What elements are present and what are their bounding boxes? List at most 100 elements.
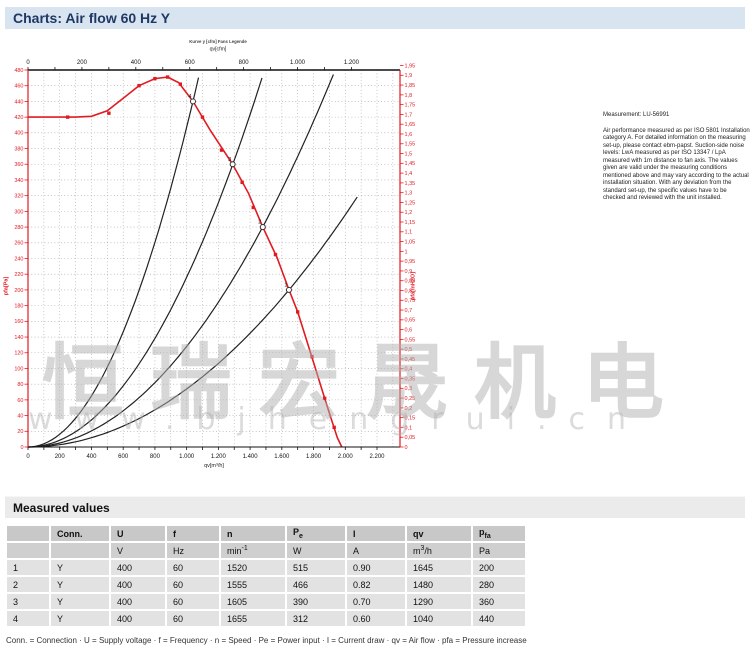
table-cell: 60 [167, 560, 219, 575]
right-tick-label: 0,5 [405, 347, 413, 353]
right-tick-label: 0,35 [405, 376, 416, 382]
right-tick-label: 1,1 [405, 230, 413, 236]
curve-marker [178, 82, 182, 86]
operating-points: 4 3 2 1 [188, 94, 292, 293]
unit-cell: Pa [473, 543, 525, 558]
unit-cell: A [347, 543, 405, 558]
right-tick-label: 0,95 [405, 259, 416, 265]
section-header-charts: Charts: Air flow 60 Hz Y [5, 7, 745, 29]
top-tick-label: 0 [26, 60, 30, 66]
right-tick-label: 1,15 [405, 220, 416, 226]
fan-curve-markers [65, 75, 336, 430]
table-cell: Y [51, 560, 109, 575]
table-cell: Y [51, 594, 109, 609]
curve-marker [295, 310, 300, 314]
left-axis-title-text: pfa[Pa] [4, 277, 10, 296]
table-cell: 0.60 [347, 611, 405, 626]
left-tick-label: 440 [14, 99, 23, 105]
bottom-tick-label: 1.800 [306, 454, 322, 460]
operating-point-label: 1 [284, 282, 287, 288]
table-cell: 360 [473, 594, 525, 609]
right-tick-label: 1,7 [405, 112, 413, 118]
measurement-id: Measurement: LU-56991 [603, 112, 670, 118]
curve-marker [322, 396, 327, 401]
column-header: pfa [473, 526, 525, 541]
table-cell: 60 [167, 594, 219, 609]
left-tick-label: 60 [17, 398, 23, 404]
right-tick-label: 1,4 [405, 171, 413, 177]
right-axis-title: pfa[inH2O] [411, 272, 417, 300]
column-header [7, 526, 49, 541]
operating-point-label: 2 [258, 220, 261, 226]
left-tick-label: 300 [14, 209, 23, 215]
table-row: 4 Y 400 60 1655 312 0.60 1040 440 [7, 611, 525, 626]
column-header: I [347, 526, 405, 541]
left-tick-label: 100 [14, 366, 23, 372]
top-tick-label: 1.000 [290, 60, 306, 66]
table-cell: 440 [473, 611, 525, 626]
table-row: 2 Y 400 60 1555 466 0.82 1480 280 [7, 577, 525, 592]
table-cell: 466 [287, 577, 345, 592]
table-cell: 200 [473, 560, 525, 575]
bottom-tick-label: 1.400 [243, 454, 259, 460]
right-tick-label: 1,05 [405, 239, 416, 245]
left-tick-label: 200 [14, 288, 23, 294]
airflow-chart: 4 3 2 1 0 20 40 60 80 100 120 140 160 180 200 220 240 260… [0, 38, 430, 478]
measurement-note-body: Air performance measured as per ISO 5801… [603, 127, 750, 202]
unit-cell [51, 543, 109, 558]
right-tick-label: 0,85 [405, 279, 416, 285]
right-tick-label: 1,35 [405, 181, 416, 187]
right-tick-label: 0,15 [405, 416, 416, 422]
curve-marker [165, 75, 170, 79]
bottom-tick-label: 0 [26, 454, 30, 460]
right-tick-label: 0,3 [405, 386, 413, 392]
right-tick-label: 1,75 [405, 103, 416, 109]
left-tick-label: 120 [14, 351, 23, 357]
system-curve [27, 74, 334, 448]
operating-point-marker [190, 98, 196, 105]
table-cell: 400 [111, 560, 165, 575]
column-header: Conn. [51, 526, 109, 541]
left-tick-label: 40 [17, 413, 23, 419]
table-cell: 400 [111, 611, 165, 626]
unit-cell: m3/h [407, 543, 471, 558]
top-axis: 0 200 400 600 800 1.000 1.200 Kurve y [cfm] Fan… [26, 39, 360, 70]
unit-cell: W [287, 543, 345, 558]
curve-marker [137, 84, 141, 88]
right-tick-label: 0,4 [405, 367, 413, 373]
table-cell: 1520 [221, 560, 285, 575]
table-cell: 1290 [407, 594, 471, 609]
left-tick-label: 160 [14, 319, 23, 325]
right-axis: 0 0,05 0,1 0,15 0,2 0,25 0,3 0,35 0,4 0,45 0,5 0,55… [400, 63, 417, 451]
table-row: 3 Y 400 60 1605 390 0.70 1290 360 [7, 594, 525, 609]
left-tick-label: 140 [14, 335, 23, 341]
operating-point-marker [229, 161, 236, 168]
table-cell: 2 [7, 577, 49, 592]
right-tick-label: 0,45 [405, 357, 416, 363]
curve-marker [251, 205, 255, 210]
unit-cell [7, 543, 49, 558]
left-tick-label: 360 [14, 162, 23, 168]
table-cell: 1555 [221, 577, 285, 592]
left-tick-label: 380 [14, 146, 23, 152]
unit-cell: min-1 [221, 543, 285, 558]
left-tick-label: 260 [14, 241, 23, 247]
table-row: 1 Y 400 60 1520 515 0.90 1645 200 [7, 560, 525, 575]
left-tick-label: 20 [17, 429, 23, 435]
bottom-tick-label: 400 [86, 454, 97, 460]
table-cell: 60 [167, 577, 219, 592]
right-tick-label: 1,9 [405, 73, 413, 79]
bottom-tick-label: 200 [55, 454, 66, 460]
table-cell: 280 [473, 577, 525, 592]
table-cell: 4 [7, 611, 49, 626]
curve-marker [107, 111, 111, 115]
right-tick-label: 1,85 [405, 83, 416, 89]
table-cell: 3 [7, 594, 49, 609]
system-curve [28, 196, 358, 448]
measurement-note: Measurement: LU-56991 Air performance me… [603, 112, 750, 203]
fan-performance-chart: 4321020406080100120140160180200220240260… [4, 39, 417, 469]
left-tick-label: 320 [14, 194, 23, 200]
table-cell: 0.90 [347, 560, 405, 575]
system-curve [27, 77, 200, 448]
gridlines [28, 70, 400, 447]
